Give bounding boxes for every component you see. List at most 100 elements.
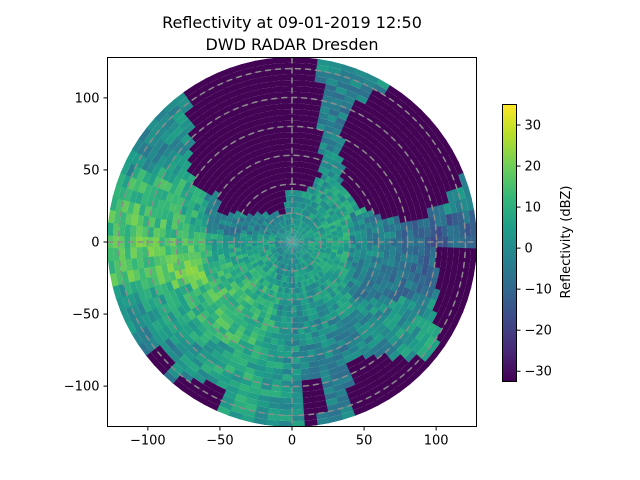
radar-cell — [454, 271, 463, 286]
radar-cell — [147, 172, 158, 186]
radar-cell — [295, 213, 299, 220]
radar-cell — [260, 214, 267, 221]
radar-cell — [174, 341, 188, 355]
radar-cell — [257, 208, 265, 215]
radar-cell — [364, 73, 381, 85]
radar-cell — [388, 223, 396, 233]
radar-cell — [226, 409, 243, 420]
radar-cell — [295, 246, 299, 252]
radar-cell — [287, 288, 292, 294]
radar-cell — [262, 204, 269, 211]
radar-cell — [432, 158, 444, 173]
radar-cell — [286, 311, 292, 318]
radar-cell — [280, 161, 288, 168]
radar-cell — [382, 251, 390, 261]
radar-cell — [263, 104, 275, 112]
radar-cell — [441, 247, 448, 260]
radar-cell — [298, 257, 303, 264]
radar-cell — [301, 256, 306, 262]
radar-cell — [310, 330, 320, 339]
radar-cell — [451, 188, 461, 204]
radar-cell — [259, 87, 273, 95]
radar-cell — [395, 245, 402, 255]
radar-cell — [299, 367, 311, 375]
radar-cell — [301, 247, 307, 252]
radar-cell — [274, 225, 281, 231]
radar-cell — [247, 138, 258, 147]
radar-cell — [297, 327, 305, 335]
radar-cell — [319, 375, 332, 384]
radar-cell — [229, 251, 236, 258]
radar-cell — [355, 359, 369, 371]
radar-cell — [292, 97, 304, 104]
radar-cell — [305, 308, 313, 316]
radar-cell — [461, 285, 472, 301]
radar-cell — [186, 89, 202, 102]
radar-cell — [314, 76, 329, 84]
radar-cell — [412, 228, 420, 239]
radar-cell — [316, 58, 333, 68]
radar-cell — [360, 395, 377, 407]
radar-cell — [362, 78, 378, 90]
radar-cell — [401, 186, 411, 198]
radar-cell — [326, 270, 333, 278]
radar-cell — [164, 245, 172, 256]
radar-cell — [298, 208, 302, 215]
radar-cell — [332, 188, 341, 197]
radar-cell — [318, 226, 325, 232]
radar-cell — [163, 99, 179, 114]
radar-cell — [255, 400, 270, 408]
radar-cell — [290, 415, 305, 422]
radar-cell — [245, 215, 253, 222]
radar-cell — [292, 242, 297, 246]
radar-cell — [234, 80, 249, 90]
radar-cell — [281, 227, 286, 233]
radar-cell — [262, 222, 269, 228]
radar-cell — [338, 405, 354, 415]
radar-cell — [313, 202, 320, 210]
radar-cell — [376, 373, 391, 386]
radar-cell — [370, 88, 386, 101]
radar-cell — [323, 224, 330, 230]
radar-cell — [278, 178, 285, 186]
radar-cell — [156, 153, 169, 167]
radar-cell — [292, 242, 296, 247]
radar-cell — [420, 320, 433, 334]
radar-cell — [147, 245, 154, 258]
radar-cell — [152, 294, 163, 308]
radar-cell — [151, 318, 163, 333]
radar-cell — [297, 243, 304, 246]
radar-cell — [283, 201, 288, 209]
radar-cell — [411, 157, 423, 171]
radar-cell — [297, 251, 302, 258]
radar-cell — [288, 237, 292, 242]
radar-cell — [453, 236, 460, 250]
radar-cell — [427, 161, 439, 175]
radar-cell — [224, 383, 239, 395]
radar-cell — [138, 179, 148, 194]
radar-cell — [279, 250, 285, 256]
radar-cell — [159, 245, 166, 256]
radar-cell — [266, 216, 273, 223]
radar-cell — [359, 223, 367, 231]
radar-cell — [349, 400, 365, 411]
radar-cell — [298, 144, 307, 151]
radar-cell — [345, 389, 361, 401]
radar-cell — [387, 85, 403, 99]
radar-cell — [308, 277, 314, 285]
radar-cell — [154, 216, 162, 229]
radar-cell — [315, 204, 323, 212]
radar-cell — [258, 81, 272, 90]
radar-cell — [440, 192, 450, 206]
radar-cell — [219, 73, 235, 84]
radar-cell — [429, 195, 439, 209]
radar-cell — [350, 104, 364, 116]
radar-cell — [288, 213, 291, 220]
radar-cell — [269, 133, 279, 141]
radar-cell — [417, 166, 428, 180]
radar-cell — [112, 246, 120, 261]
radar-cell — [277, 138, 287, 145]
radar-cell — [136, 213, 145, 227]
radar-cell — [298, 214, 303, 221]
radar-cell — [328, 372, 342, 382]
